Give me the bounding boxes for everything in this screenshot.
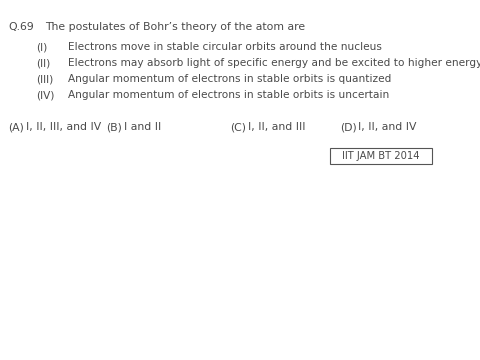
Text: IIT JAM BT 2014: IIT JAM BT 2014: [342, 151, 420, 161]
Text: I, II, and III: I, II, and III: [248, 122, 305, 132]
Text: I, II, III, and IV: I, II, III, and IV: [26, 122, 101, 132]
Text: (III): (III): [36, 74, 53, 84]
Text: Q.69: Q.69: [8, 22, 34, 32]
Text: Electrons move in stable circular orbits around the nucleus: Electrons move in stable circular orbits…: [68, 42, 382, 52]
Text: (D): (D): [340, 122, 357, 132]
Text: (C): (C): [230, 122, 246, 132]
Text: The postulates of Bohr’s theory of the atom are: The postulates of Bohr’s theory of the a…: [45, 22, 305, 32]
Text: Angular momentum of electrons in stable orbits is uncertain: Angular momentum of electrons in stable …: [68, 90, 389, 100]
Bar: [330, 148, 432, 164]
Text: (A): (A): [8, 122, 24, 132]
Text: Angular momentum of electrons in stable orbits is quantized: Angular momentum of electrons in stable …: [68, 74, 391, 84]
Text: (I): (I): [36, 42, 47, 52]
Text: (B): (B): [106, 122, 122, 132]
Text: I and II: I and II: [124, 122, 161, 132]
Text: (II): (II): [36, 58, 50, 68]
Text: (IV): (IV): [36, 90, 54, 100]
Text: Electrons may absorb light of specific energy and be excited to higher energy st: Electrons may absorb light of specific e…: [68, 58, 480, 68]
Text: I, II, and IV: I, II, and IV: [358, 122, 417, 132]
